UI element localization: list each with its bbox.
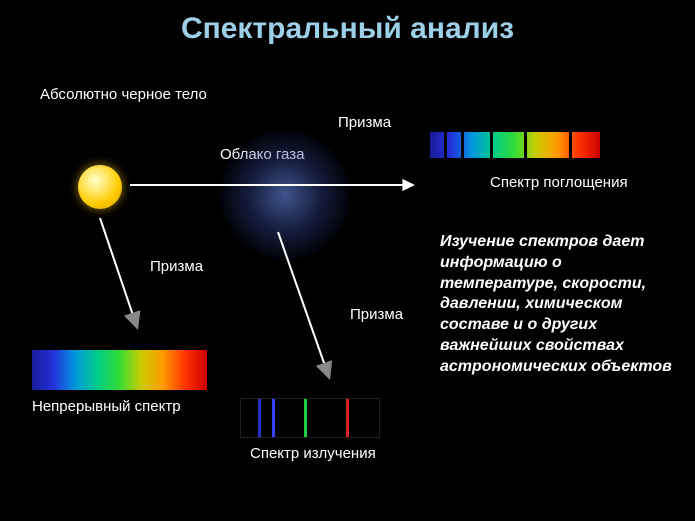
emission-line [258, 399, 261, 437]
absorption-spectrum [430, 132, 600, 158]
continuous-spectrum [32, 350, 207, 390]
emission-line [346, 399, 349, 437]
emission-line [304, 399, 307, 437]
arrow-to-emission [0, 0, 695, 521]
absorption-line [524, 132, 527, 158]
emission-spectrum [240, 398, 380, 438]
absorption-line [490, 132, 493, 158]
absorption-line [444, 132, 447, 158]
absorption-line [461, 132, 464, 158]
absorption-line [569, 132, 572, 158]
emission-line [272, 399, 275, 437]
